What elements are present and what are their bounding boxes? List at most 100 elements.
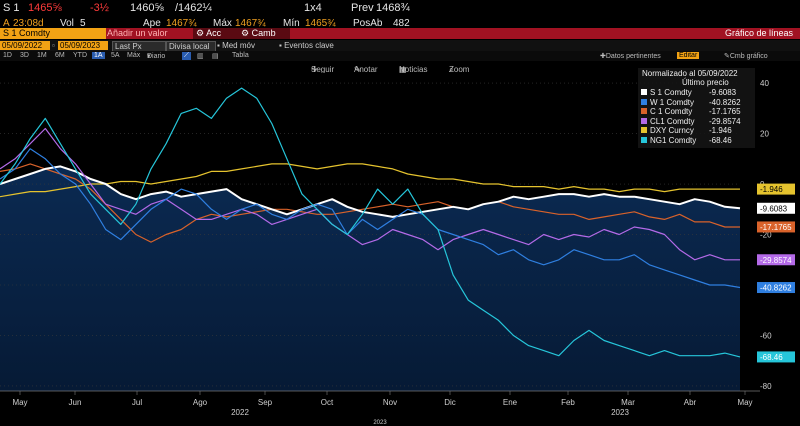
- function-toolbar: S 1 Comdty Añadir un valor ⚙ Acc ⚙ Camb …: [0, 28, 800, 39]
- last-value-box: [757, 351, 795, 363]
- chart-canvas[interactable]: 40200-20-40-60-80 MayJunJulAgoSepOctNovD…: [0, 73, 800, 426]
- start-date-field[interactable]: 05/09/2022: [0, 41, 50, 50]
- line-chart-icon[interactable]: ⟋: [182, 52, 191, 60]
- table-icon[interactable]: ▤: [212, 53, 219, 60]
- end-date-field[interactable]: 05/09/2023: [58, 41, 108, 50]
- last-value-box: [757, 221, 795, 233]
- legend-item[interactable]: W 1 Comdty -40.8262: [641, 98, 741, 107]
- legend-swatch: [641, 136, 647, 143]
- currency-select[interactable]: Divisa local: [166, 41, 216, 51]
- vol-label: Vol: [60, 18, 74, 28]
- price-change: -3½: [90, 2, 109, 14]
- follow-label: Seguir: [311, 65, 335, 73]
- period-max[interactable]: Máx: [127, 52, 141, 59]
- checkbox-icon: ▪: [279, 41, 285, 50]
- legend-swatch: [641, 127, 647, 133]
- view-title: Gráfico de líneas: [724, 28, 793, 38]
- legend-item[interactable]: C 1 Comdty -17.1765: [641, 107, 741, 116]
- bid-price: 1460⅝: [130, 2, 164, 14]
- legend-swatch: [641, 108, 647, 114]
- news-icon: ▦: [399, 65, 407, 73]
- period-1a[interactable]: 1A: [92, 52, 105, 59]
- bid-ask-size: 1x4: [304, 2, 322, 14]
- period-6m[interactable]: 6M: [55, 52, 65, 59]
- x-tick-label: Mar: [621, 398, 635, 407]
- legend-swatch: [641, 89, 647, 95]
- moving-average-toggle[interactable]: ▪ Med móv: [215, 41, 257, 50]
- x-tick-label: Ago: [193, 398, 208, 407]
- legend-item[interactable]: NG1 Comdty -68.46: [641, 136, 732, 145]
- ask-price: /1462¼: [175, 2, 212, 14]
- period-ytd[interactable]: YTD: [73, 52, 87, 59]
- line-chart[interactable]: 40200-20-40-60-80 MayJunJulAgoSepOctNovD…: [0, 73, 800, 426]
- edit-button[interactable]: Editar: [677, 52, 700, 59]
- x-axis-band: [0, 391, 800, 426]
- period-5a[interactable]: 5A: [111, 52, 120, 59]
- series-lines: [0, 87, 741, 358]
- legend-item[interactable]: S 1 Comdty -9.6083: [641, 88, 736, 97]
- ticker-label: S 1: [3, 2, 20, 14]
- x-tick-label: May: [737, 398, 752, 407]
- legend-value: -29.8574: [709, 116, 741, 126]
- relevant-data-button[interactable]: ✚ Datos pertinentes: [600, 53, 661, 60]
- legend-name: DXY Curncy: [650, 126, 694, 135]
- last-value-label: -9.6083: [760, 204, 788, 213]
- range-controls: 05/09/2022 ▫ 05/09/2023 Last Px Divisa l…: [0, 40, 800, 51]
- series-line-dxy-curncy: [0, 163, 740, 198]
- series-line-ng1-comdty: [0, 87, 741, 358]
- bar-chart-icon[interactable]: ▥: [197, 53, 204, 60]
- y-axis: 40200-20-40-60-80: [760, 79, 772, 391]
- y-tick-label: 40: [760, 79, 769, 88]
- chart-tools: ✛ Seguir ✎ Anotar ▦ Noticias ⌕ Zoom: [0, 61, 800, 73]
- legend-swatch: [641, 98, 647, 105]
- frequency-select[interactable]: Diario ▾: [147, 53, 166, 60]
- price-field-select[interactable]: Last Px: [112, 41, 166, 51]
- table-button[interactable]: Tabla: [232, 52, 249, 59]
- x-tick-label: Jun: [69, 398, 82, 407]
- series-line-cl1-comdty: [0, 127, 740, 261]
- prev-label: Prev: [351, 2, 374, 14]
- y-tick-label: -20: [760, 231, 772, 240]
- key-events-toggle[interactable]: ▪ Eventos clave: [277, 41, 336, 50]
- relevant-data-label: Datos pertinentes: [605, 53, 661, 60]
- x-tick-label: Abr: [684, 398, 697, 407]
- legend-swatch: [641, 117, 647, 124]
- add-security-field[interactable]: Añadir un valor: [107, 28, 168, 38]
- last-value-label: -40.8262: [760, 284, 792, 293]
- actions-label: Acc: [206, 28, 222, 38]
- y-tick-label: -60: [760, 331, 772, 340]
- oi-value: 482: [393, 18, 410, 28]
- period-1d[interactable]: 1D: [3, 52, 12, 59]
- period-3d[interactable]: 3D: [20, 52, 29, 59]
- last-value-box: [757, 282, 795, 294]
- x-tick-label: May: [12, 398, 27, 407]
- prev-close: 1468¾: [376, 2, 410, 14]
- y-tick-label: -80: [760, 382, 772, 391]
- x-tick-label: Oct: [321, 398, 334, 407]
- news-label: Noticias: [399, 65, 428, 73]
- legend-name: S 1 Comdty: [650, 88, 692, 97]
- y-tick-label: 20: [760, 130, 769, 139]
- chart-change-label: Cmb gráfico: [729, 53, 768, 60]
- change-menu[interactable]: ⚙ Camb: [238, 28, 290, 39]
- x-tick-label: Feb: [561, 398, 575, 407]
- x-axis-title: 2023: [373, 420, 387, 426]
- last-value-label: -68.46: [760, 353, 783, 362]
- legend-item[interactable]: DXY Curncy -1.946: [641, 126, 732, 135]
- legend-name: C 1 Comdty: [650, 107, 693, 116]
- security-field[interactable]: S 1 Comdty: [0, 28, 106, 39]
- change-icon: ⚙: [241, 28, 252, 38]
- x-tick-label: Nov: [383, 398, 397, 407]
- area-under-s1: [0, 166, 740, 391]
- zoom-label: Zoom: [449, 65, 470, 73]
- date-separator-icon: ▫: [52, 41, 55, 50]
- annotate-label: Anotar: [354, 65, 378, 73]
- checkbox-icon: ▪: [217, 41, 223, 50]
- actions-menu[interactable]: ⚙ Acc: [193, 28, 241, 39]
- high-label: Máx: [213, 18, 232, 28]
- legend-value: -40.8262: [709, 97, 741, 107]
- quote-stats: A 23:08d Vol 5 Ape 1467¾ Máx 1467¾ Mín 1…: [0, 16, 800, 28]
- chart-change-button[interactable]: ✎ Cmb gráfico: [724, 53, 768, 60]
- period-1m[interactable]: 1M: [37, 52, 47, 59]
- legend-item[interactable]: CL1 Comdty -29.8574: [641, 117, 741, 126]
